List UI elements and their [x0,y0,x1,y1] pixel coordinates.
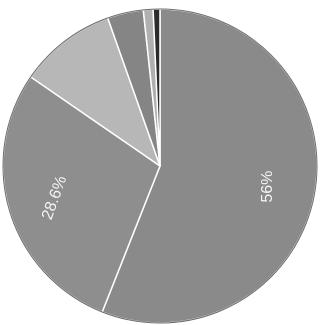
pie-outline [2,8,318,324]
slice-label-0: 56% [259,171,276,203]
pie-slices [2,8,318,324]
